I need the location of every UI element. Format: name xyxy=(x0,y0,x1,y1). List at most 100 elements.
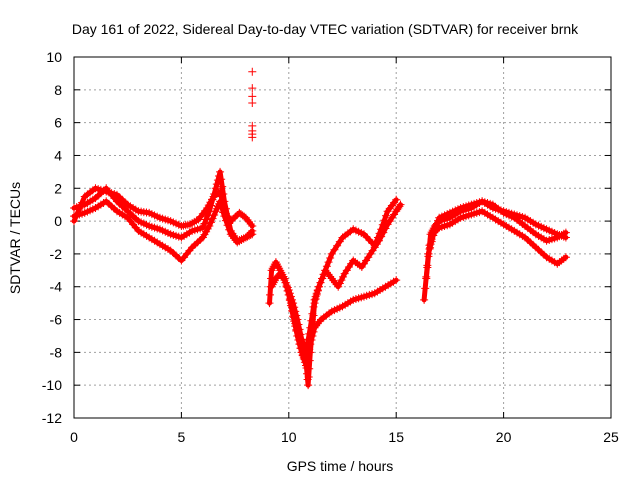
data-point xyxy=(561,253,570,262)
y-tick-label: -4 xyxy=(50,279,63,295)
data-point xyxy=(372,240,381,249)
x-tick-label: 10 xyxy=(281,429,297,445)
data-point xyxy=(208,195,217,204)
axes: 0 5 10 15 20 25 -12 -10 -8 -6 -4 -2 0 2 4 6 8 10 xyxy=(42,49,619,445)
data-point xyxy=(326,254,335,263)
data-point xyxy=(270,276,279,285)
data-point xyxy=(321,266,330,275)
data-point xyxy=(296,344,305,353)
data-point xyxy=(282,282,291,291)
x-tick-label: 15 xyxy=(388,429,404,445)
data-point xyxy=(395,202,404,211)
data-point xyxy=(208,214,217,223)
data-point xyxy=(214,171,223,180)
data-point xyxy=(237,235,246,244)
data-point xyxy=(423,263,432,272)
data-point xyxy=(357,263,366,272)
data-point xyxy=(375,236,384,245)
data-point xyxy=(218,182,227,191)
data-point xyxy=(216,167,225,176)
data-point xyxy=(289,312,298,321)
data-point xyxy=(312,290,321,299)
data-point xyxy=(245,230,254,239)
data-point xyxy=(335,279,344,288)
data-point xyxy=(281,278,290,287)
data-point xyxy=(308,323,317,332)
data-point xyxy=(324,270,333,279)
data-point xyxy=(243,215,252,224)
data-point xyxy=(392,195,401,204)
y-tick-label: -12 xyxy=(42,410,62,426)
data-point xyxy=(291,322,300,331)
data-point xyxy=(241,233,250,242)
data-point xyxy=(431,226,440,235)
data-point xyxy=(192,216,201,225)
data-point xyxy=(425,244,434,253)
data-point xyxy=(559,254,568,263)
data-point xyxy=(248,67,257,76)
data-point xyxy=(267,266,276,275)
data-point xyxy=(235,237,244,246)
data-series xyxy=(70,67,570,390)
data-point xyxy=(339,272,348,281)
data-point xyxy=(428,230,437,239)
data-point xyxy=(313,286,322,295)
data-point xyxy=(393,205,402,214)
data-point xyxy=(219,208,228,217)
data-point xyxy=(327,274,336,283)
data-point xyxy=(557,256,566,265)
y-tick-label: 8 xyxy=(54,82,62,98)
data-point xyxy=(265,299,274,308)
series-track-3 xyxy=(70,197,257,265)
series-track-7 xyxy=(280,200,405,390)
data-point xyxy=(272,260,281,269)
data-point xyxy=(364,253,373,262)
data-point xyxy=(335,237,344,246)
data-point xyxy=(381,211,390,220)
data-point xyxy=(243,231,252,240)
data-point xyxy=(185,220,194,229)
data-point xyxy=(206,218,215,227)
data-point xyxy=(359,259,368,268)
data-point xyxy=(383,220,392,229)
data-point xyxy=(205,222,214,231)
x-axis-label: GPS time / hours xyxy=(287,458,394,474)
data-point xyxy=(248,98,257,107)
data-point xyxy=(284,290,293,299)
data-point xyxy=(271,258,280,267)
data-point xyxy=(200,219,209,228)
data-point xyxy=(315,317,324,326)
data-point xyxy=(368,246,377,255)
y-tick-label: 10 xyxy=(46,49,62,65)
data-point xyxy=(217,201,226,210)
series-track-10 xyxy=(424,207,570,268)
data-point xyxy=(233,238,242,247)
data-point xyxy=(241,213,250,222)
data-point xyxy=(303,369,312,378)
data-point xyxy=(381,224,390,233)
data-point xyxy=(316,278,325,287)
data-point xyxy=(392,276,401,285)
data-point xyxy=(342,266,351,275)
data-point xyxy=(327,249,336,258)
data-point xyxy=(314,282,323,291)
x-tick-label: 5 xyxy=(178,429,186,445)
data-point xyxy=(420,295,429,304)
data-point xyxy=(311,295,320,304)
data-point xyxy=(248,84,257,93)
data-point xyxy=(427,235,436,244)
y-axis-label: SDTVAR / TECUs xyxy=(7,182,23,294)
data-point xyxy=(559,232,568,241)
x-tick-label: 25 xyxy=(603,429,619,445)
data-point xyxy=(280,274,289,283)
data-point xyxy=(219,190,228,199)
data-point xyxy=(225,225,234,234)
y-tick-label: -2 xyxy=(50,246,63,262)
data-point xyxy=(330,278,339,287)
data-point xyxy=(553,230,562,239)
data-point xyxy=(293,331,302,340)
data-point xyxy=(304,381,313,390)
data-point xyxy=(283,286,292,295)
data-point xyxy=(294,336,303,345)
